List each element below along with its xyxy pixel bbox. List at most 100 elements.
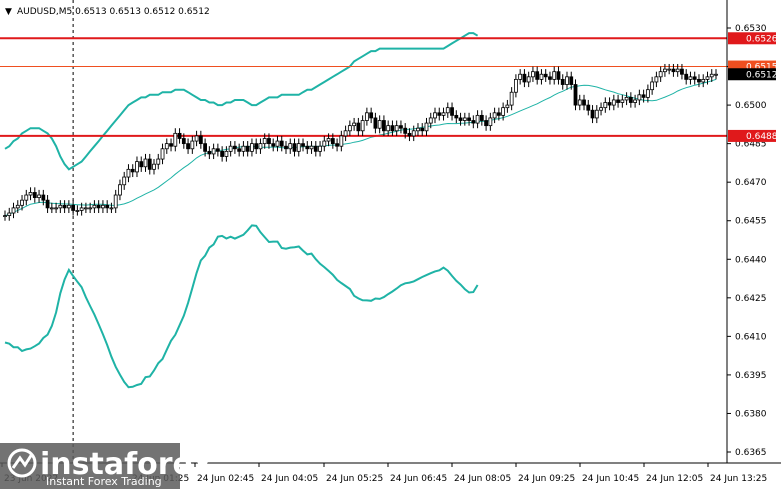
candle-body bbox=[130, 168, 135, 173]
candle-body bbox=[654, 76, 659, 83]
candle-body bbox=[15, 204, 20, 209]
candle-body bbox=[237, 148, 242, 152]
candle-body bbox=[467, 117, 471, 121]
candle-body bbox=[177, 132, 182, 139]
time-tick-label: 24 Jun 04:05 bbox=[261, 474, 318, 484]
candle-body bbox=[228, 145, 233, 152]
candle-body bbox=[475, 114, 480, 124]
candle-body bbox=[535, 71, 540, 80]
candle-body bbox=[573, 84, 578, 106]
moving-average-line bbox=[4, 78, 717, 217]
candle-body bbox=[471, 120, 476, 124]
candle-body bbox=[250, 143, 254, 152]
time-tick-label: 24 Jun 09:25 bbox=[518, 474, 575, 484]
candle-body bbox=[492, 112, 497, 119]
candle-body bbox=[407, 132, 412, 137]
candle-body bbox=[301, 143, 305, 147]
candle-body bbox=[284, 145, 288, 150]
candle-body bbox=[147, 158, 152, 170]
candle-body bbox=[399, 125, 403, 129]
candle-body bbox=[267, 138, 271, 145]
time-tick-label: 24 Jun 08:05 bbox=[454, 474, 511, 484]
candle-body bbox=[96, 204, 101, 209]
candle-body bbox=[313, 145, 318, 152]
time-tick-label: 24 Jun 02:45 bbox=[197, 474, 254, 484]
price-tick-label: 0.6395 bbox=[735, 371, 767, 381]
candle-body bbox=[143, 158, 148, 168]
candle-body bbox=[628, 96, 633, 103]
candle-body bbox=[705, 76, 710, 80]
candle-body bbox=[556, 71, 561, 80]
candle-body bbox=[607, 102, 612, 106]
candle-body bbox=[513, 78, 518, 93]
candle-body bbox=[49, 207, 54, 210]
candle-body bbox=[509, 91, 514, 106]
candle-body bbox=[428, 117, 433, 124]
candle-body bbox=[7, 212, 12, 216]
candle-body bbox=[352, 122, 357, 127]
candle-body bbox=[403, 127, 408, 134]
candle-body bbox=[611, 99, 616, 106]
level-price-label: 0.6526 bbox=[746, 34, 778, 44]
candle-body bbox=[441, 112, 446, 116]
candle-body bbox=[624, 96, 629, 101]
candle-body bbox=[360, 120, 365, 132]
candle-body bbox=[152, 163, 156, 170]
candle-body bbox=[505, 104, 510, 109]
symbol-dropdown-arrow[interactable]: ▼ bbox=[5, 7, 12, 17]
watermark-brand: instaforex bbox=[40, 447, 212, 482]
candle-body bbox=[377, 120, 382, 129]
candle-body bbox=[386, 125, 391, 132]
candle-body bbox=[394, 125, 399, 132]
candle-body bbox=[215, 148, 220, 152]
candle-body bbox=[445, 107, 450, 114]
candle-body bbox=[680, 68, 684, 75]
candle-body bbox=[186, 143, 190, 150]
candle-body bbox=[71, 204, 76, 211]
level-price-label: 0.6488 bbox=[746, 132, 778, 142]
candle-body bbox=[109, 207, 114, 210]
candle-body bbox=[450, 107, 454, 116]
candle-body bbox=[135, 161, 139, 173]
candle-body bbox=[118, 184, 122, 196]
candle-body bbox=[296, 143, 301, 152]
price-tick-label: 0.6410 bbox=[735, 332, 767, 342]
candle-body bbox=[501, 107, 506, 116]
candle-body bbox=[305, 145, 310, 150]
logo-arrow-icon bbox=[11, 453, 34, 469]
candle-body bbox=[488, 117, 493, 127]
candle-body bbox=[62, 204, 67, 209]
candle-body bbox=[599, 107, 603, 111]
candle-body bbox=[641, 94, 646, 98]
candle-body bbox=[45, 199, 50, 209]
candle-body bbox=[650, 81, 655, 91]
candle-body bbox=[411, 130, 416, 137]
candle-body bbox=[684, 73, 689, 80]
candle-body bbox=[390, 125, 395, 132]
candle-body bbox=[479, 114, 484, 121]
candle-body bbox=[590, 109, 595, 119]
time-tick-label: 24 Jun 06:45 bbox=[390, 474, 447, 484]
candle-body bbox=[254, 143, 259, 150]
candle-body bbox=[160, 148, 165, 160]
candle-body bbox=[28, 192, 33, 196]
candle-body bbox=[126, 168, 131, 178]
candle-body bbox=[101, 204, 105, 209]
current-price-bg bbox=[728, 68, 776, 81]
time-tick-label: 24 Jun 13:25 bbox=[710, 474, 767, 484]
candle-body bbox=[292, 143, 297, 152]
candle-body bbox=[279, 140, 284, 147]
candle-body bbox=[462, 117, 467, 121]
candle-body bbox=[620, 99, 625, 103]
level-price-label: 0.6515 bbox=[746, 63, 778, 73]
candle-body bbox=[594, 109, 599, 119]
candle-body bbox=[11, 207, 16, 214]
candle-body bbox=[416, 127, 420, 132]
candle-body bbox=[437, 112, 442, 116]
candle-body bbox=[309, 145, 314, 150]
time-tick-label: 24 Jun 12:05 bbox=[646, 474, 703, 484]
price-tick-label: 0.6485 bbox=[735, 140, 767, 150]
candle-body bbox=[66, 204, 71, 209]
candle-body bbox=[258, 143, 263, 150]
